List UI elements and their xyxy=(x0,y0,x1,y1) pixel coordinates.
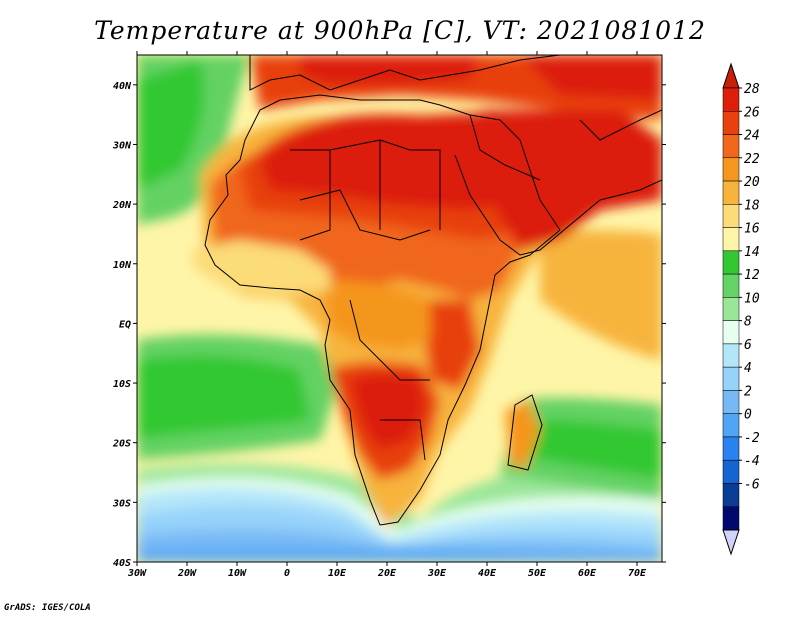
lat-tick-label: 20N xyxy=(112,200,132,211)
colorbar-label: 12 xyxy=(744,268,760,283)
colorbar-swatch xyxy=(722,320,740,345)
colorbar-swatch xyxy=(722,413,740,438)
lon-tick-label: 0 xyxy=(284,568,290,579)
lat-tick-label: 10N xyxy=(113,260,132,271)
lat-tick-label: 40S xyxy=(113,558,131,569)
coastlines xyxy=(204,55,662,526)
plot-frame xyxy=(136,54,663,563)
lon-tick-label: 10E xyxy=(328,568,347,579)
temperature-field xyxy=(137,55,662,562)
colorbar-label: 20 xyxy=(744,175,760,190)
colorbar-label: 28 xyxy=(744,82,760,97)
colorbar-label: 24 xyxy=(744,129,760,144)
lat-tick-label: 40N xyxy=(113,81,132,92)
lon-tick-label: 60E xyxy=(578,568,597,579)
colorbar-swatch xyxy=(722,157,740,182)
colorbar-over-triangle xyxy=(722,62,740,89)
latitude-axis: 40N 30N 20N 10N EQ 10S 20S 30S 40S xyxy=(112,81,666,569)
colorbar-label: 10 xyxy=(744,291,760,306)
lon-tick-label: 40E xyxy=(478,568,497,579)
colorbar-label: 26 xyxy=(744,105,760,120)
lat-tick-label: 30S xyxy=(112,498,131,509)
colorbar-label: -4 xyxy=(744,454,760,469)
colorbar-label: 8 xyxy=(744,315,752,330)
colorbar-label: 22 xyxy=(744,152,760,167)
colorbar-swatch xyxy=(722,343,740,368)
colorbar-swatch xyxy=(722,111,740,135)
colorbar-label: 2 xyxy=(744,384,752,399)
colorbar-label: -2 xyxy=(744,431,760,446)
colorbar-swatch xyxy=(722,273,740,298)
colorbar-under-triangle xyxy=(722,529,740,556)
lon-tick-label: 70E xyxy=(628,568,647,579)
colorbar-swatch xyxy=(722,459,740,484)
lat-tick-label: 30N xyxy=(112,140,132,151)
lon-tick-label: 20E xyxy=(377,568,397,579)
colorbar-swatch xyxy=(722,366,740,391)
colorbar-label: 18 xyxy=(744,198,760,213)
colorbar-swatch xyxy=(722,134,740,159)
lon-tick-label: 50E xyxy=(528,568,547,579)
colorbar-label: 14 xyxy=(744,245,760,260)
colorbar-swatch xyxy=(722,483,740,507)
colorbar-label: 6 xyxy=(744,338,752,353)
map-title: Temperature at 900hPa [C], VT: 202108101… xyxy=(94,16,706,45)
lat-tick-label: 10S xyxy=(113,379,131,390)
lat-tick-label: 20S xyxy=(112,439,131,450)
credit-text: GrADS: IGES/COLA xyxy=(4,603,91,613)
colorbar-label: 16 xyxy=(744,222,760,237)
lon-tick-label: 30E xyxy=(427,568,447,579)
lat-tick-label: EQ xyxy=(119,319,131,330)
colorbar-swatch xyxy=(722,250,740,275)
colorbar-swatch xyxy=(722,227,740,252)
colorbar-label: 0 xyxy=(744,408,752,423)
colorbar-label: 4 xyxy=(744,361,752,376)
colorbar-swatch xyxy=(722,297,740,321)
colorbar-swatch xyxy=(722,390,740,414)
colorbar-swatch xyxy=(722,204,740,228)
lon-tick-label: 20W xyxy=(177,568,197,579)
colorbar-label: -6 xyxy=(744,477,760,492)
colorbar-swatch xyxy=(722,180,740,205)
lon-tick-label: 10W xyxy=(228,568,247,579)
colorbar-swatch xyxy=(722,436,740,461)
lon-tick-label: 30W xyxy=(127,568,147,579)
colorbar-swatch xyxy=(722,506,740,531)
longitude-axis: 30W 20W 10W 0 10E 20E 30E 40E 50E 60E 70E xyxy=(127,51,647,579)
colorbar-swatch xyxy=(722,87,740,112)
